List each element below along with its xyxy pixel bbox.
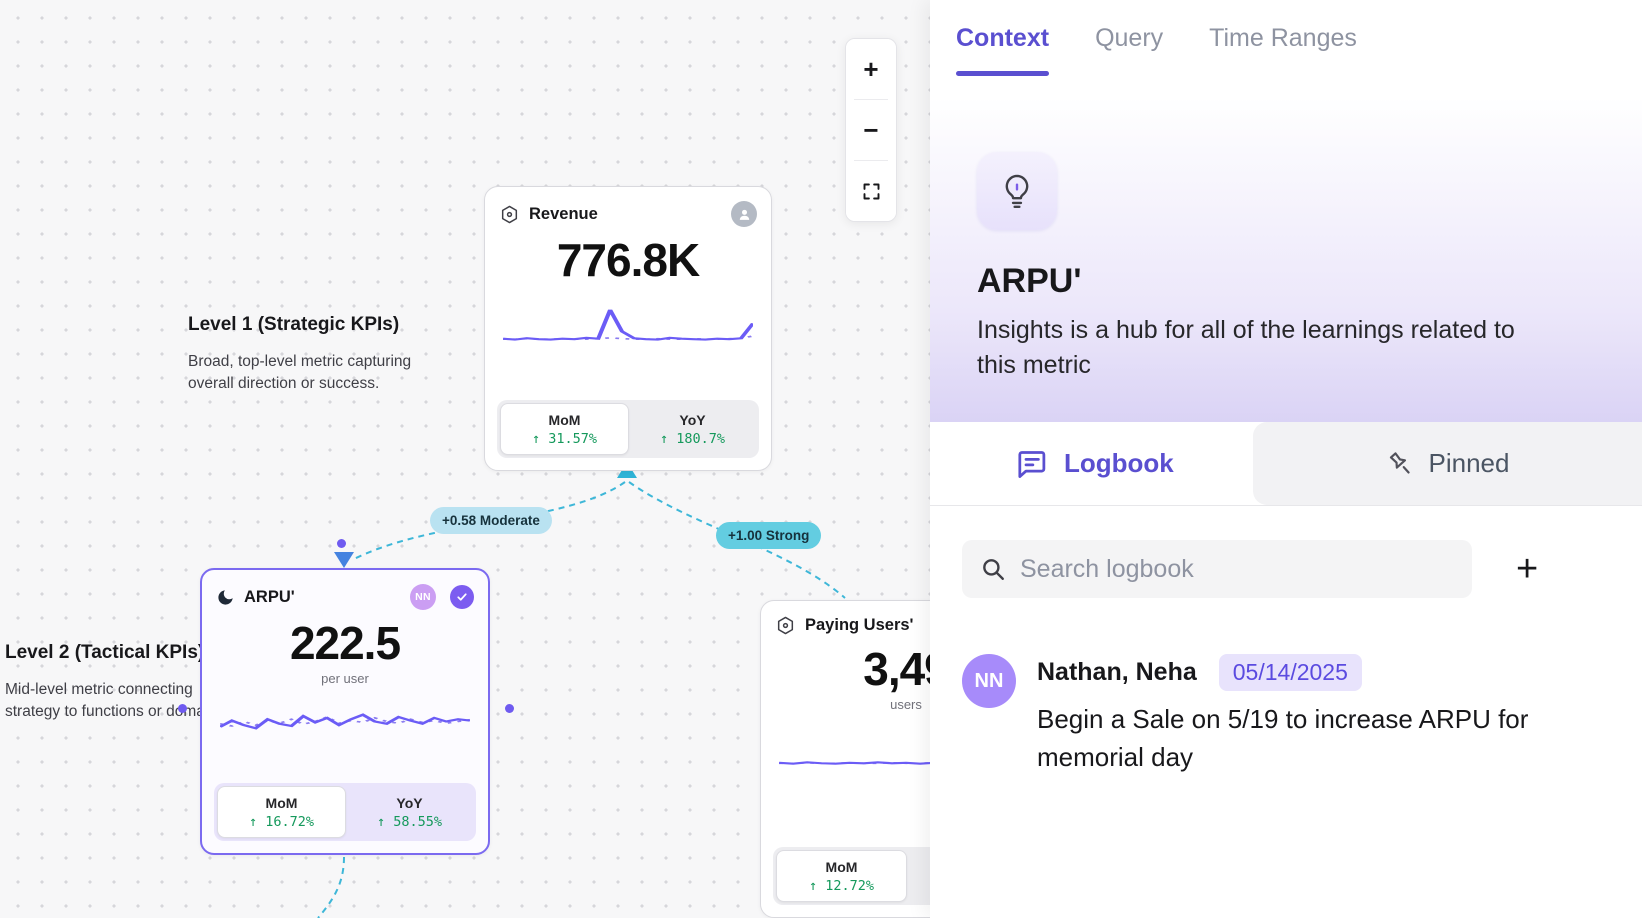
metric-unit: per user — [321, 671, 369, 686]
logbook-search-row: + — [930, 506, 1642, 598]
mom-label: MoM — [825, 858, 858, 875]
metric-unit: users — [890, 697, 922, 712]
annotation-level2: Level 2 (Tactical KPIs) Mid-level metric… — [5, 642, 229, 724]
metric-description: Insights is a hub for all of the learnin… — [977, 316, 1515, 379]
metric-card-revenue[interactable]: Revenue 776.8K MoM ↑ 31.57% YoY ↑ 180.7% — [484, 186, 772, 471]
tab-pinned[interactable]: Pinned — [1253, 422, 1642, 505]
connection-handle[interactable] — [337, 539, 346, 548]
mom-stat[interactable]: MoM ↑ 16.72% — [217, 786, 346, 838]
metric-card-title: ARPU' — [244, 587, 295, 606]
sparkline-chart — [220, 713, 470, 730]
card-header: ARPU' NN — [202, 570, 488, 614]
yoy-stat[interactable]: YoY ↑ 180.7% — [629, 403, 756, 455]
logbook-entry[interactable]: NN Nathan, Neha 05/14/2025 Begin a Sale … — [930, 654, 1642, 776]
owner-avatar[interactable]: NN — [410, 584, 436, 610]
fit-view-button[interactable] — [846, 161, 896, 221]
divider — [854, 160, 888, 161]
metric-hexagon-icon — [499, 204, 520, 225]
annotation-level2-line2: strategy to functions or domains. — [5, 703, 230, 721]
search-box[interactable] — [962, 540, 1472, 598]
metric-value: 222.5 — [289, 617, 401, 669]
annotation-level1-title: Level 1 (Strategic KPIs) — [188, 314, 400, 335]
annotation-level1-line1: Broad, top-level metric capturing — [188, 353, 412, 370]
edge-arrow-down-icon — [334, 552, 354, 568]
yoy-delta: ↑ 58.55% — [376, 813, 443, 830]
mom-label: MoM — [548, 411, 581, 428]
metric-hexagon-icon — [775, 615, 796, 636]
logbook-tab-bar: Logbook Pinned — [930, 422, 1642, 506]
card-stats: MoM ↑ 16.72% YoY ↑ 58.55% — [214, 783, 476, 841]
metric-title: ARPU' — [977, 262, 1082, 300]
metric-hero: ARPU' Insights is a hub for all of the l… — [930, 76, 1642, 422]
sparkline-chart — [503, 309, 753, 341]
card-stats: MoM ↑ 31.57% YoY ↑ 180.7% — [497, 400, 759, 458]
entry-avatar: NN — [962, 654, 1016, 708]
mom-stat[interactable]: MoM ↑ 31.57% — [500, 403, 629, 455]
entry-body: Nathan, Neha 05/14/2025 Begin a Sale on … — [1037, 654, 1542, 776]
metric-card-title: Paying Users' — [805, 616, 914, 634]
mom-delta: ↑ 16.72% — [248, 813, 315, 830]
search-icon — [983, 559, 1004, 580]
metric-card-title: Revenue — [529, 204, 598, 223]
moon-icon — [216, 588, 235, 607]
entry-date-badge: 05/14/2025 — [1218, 654, 1362, 691]
card-header: Paying Users' — [761, 601, 1051, 640]
panel-tab-bar: Context Query Time Ranges — [930, 0, 1642, 76]
correlation-label-moderate[interactable]: +0.58 Moderate — [430, 507, 552, 534]
detail-panel: Context Query Time Ranges ARPU' Insights… — [930, 0, 1642, 918]
annotation-level1: Level 1 (Strategic KPIs) Broad, top-leve… — [188, 314, 411, 396]
lightbulb-icon — [1005, 174, 1029, 209]
metric-value: 776.8K — [556, 234, 700, 286]
zoom-out-button[interactable]: − — [846, 100, 896, 160]
yoy-delta: ↑ 180.7% — [659, 430, 726, 447]
yoy-label: YoY — [679, 411, 706, 428]
metric-card-arpu[interactable]: ARPU' NN 222.5 per user MoM ↑ 16.72% YoY… — [200, 568, 490, 855]
mom-stat[interactable]: MoM ↑ 12.72% — [776, 850, 907, 902]
connection-handle[interactable] — [505, 704, 514, 713]
mom-delta: ↑ 31.57% — [531, 430, 598, 447]
verified-check-icon — [450, 585, 474, 609]
zoom-in-button[interactable]: + — [846, 39, 896, 99]
entry-header: Nathan, Neha 05/14/2025 — [1037, 654, 1542, 691]
yoy-label: YoY — [396, 794, 423, 811]
logbook-chat-icon — [1018, 451, 1046, 478]
annotation-level2-line1: Mid-level metric connecting — [5, 681, 193, 698]
mom-delta: ↑ 12.72% — [808, 877, 875, 894]
connection-handle[interactable] — [178, 704, 187, 713]
tab-logbook[interactable]: Logbook — [930, 422, 1253, 505]
yoy-stat[interactable]: YoY ↑ 58.55% — [346, 786, 473, 838]
entry-author: Nathan, Neha — [1037, 658, 1197, 686]
divider — [854, 99, 888, 100]
entry-text: Begin a Sale on 5/19 to increase ARPU fo… — [1037, 704, 1529, 772]
pin-icon — [1389, 452, 1410, 474]
fullscreen-icon — [863, 183, 879, 199]
tab-time-ranges[interactable]: Time Ranges — [1209, 23, 1357, 52]
search-input[interactable] — [1020, 554, 1454, 584]
annotation-level2-title: Level 2 (Tactical KPIs) — [5, 642, 205, 663]
card-header: Revenue — [485, 187, 771, 231]
add-logbook-entry-button[interactable]: + — [1516, 548, 1539, 590]
tab-context[interactable]: Context — [956, 0, 1050, 76]
correlation-label-strong[interactable]: +1.00 Strong — [716, 522, 822, 549]
lightbulb-tile — [977, 152, 1057, 230]
assignee-avatar-icon[interactable] — [731, 201, 757, 227]
tab-pinned-label: Pinned — [1428, 448, 1510, 478]
mom-label: MoM — [265, 794, 298, 811]
annotation-level1-line2: overall direction or success. — [188, 375, 380, 393]
tab-query[interactable]: Query — [1095, 23, 1164, 52]
tab-logbook-label: Logbook — [1064, 448, 1174, 478]
zoom-toolbar: + − — [845, 38, 897, 222]
